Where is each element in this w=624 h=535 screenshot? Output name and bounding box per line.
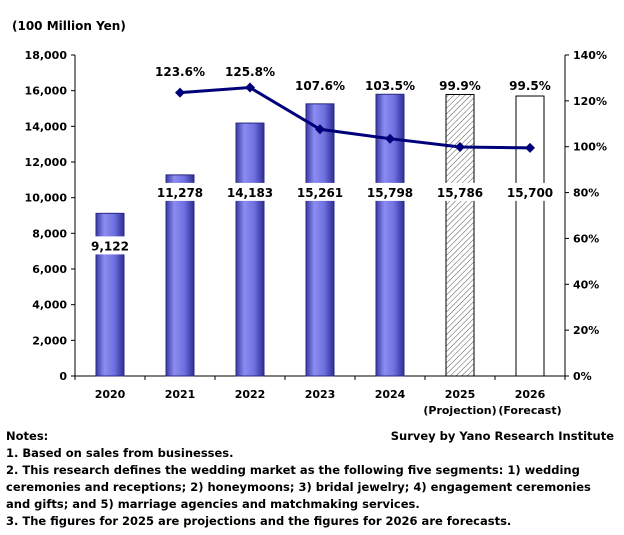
left-tick-label: 6,000	[32, 263, 67, 276]
bar-value-label: 15,786	[437, 186, 483, 200]
right-tick-label: 20%	[573, 324, 599, 337]
bar-value-label: 11,278	[157, 186, 203, 200]
bar-label-bg	[365, 182, 415, 201]
growth-value-label: 99.5%	[509, 79, 551, 93]
growth-value-label: 123.6%	[155, 65, 205, 79]
bar-2023	[305, 103, 335, 377]
bar-value-label: 15,261	[297, 186, 343, 200]
bar-2022	[235, 122, 265, 377]
growth-point-2025	[455, 141, 465, 152]
bar-label-bg	[89, 236, 131, 255]
bar-value-label: 15,700	[507, 186, 553, 200]
growth-value-label: 103.5%	[365, 79, 415, 93]
growth-value-label: 125.8%	[225, 65, 275, 79]
left-tick-label: 8,000	[32, 227, 67, 240]
wedding-market-chart: (100 Million Yen) 0 2,000 4,000 6,000 8,000 1…	[12, 19, 607, 417]
bar-label-bg	[155, 182, 205, 201]
x-tick-label: 2020	[95, 388, 126, 401]
left-tick-label: 0	[59, 370, 67, 383]
right-tick-label: 140%	[573, 49, 607, 62]
right-tick-label: 60%	[573, 232, 599, 245]
growth-point-2021	[175, 87, 185, 98]
bar-2026	[515, 95, 545, 377]
growth-value-label: 99.9%	[439, 79, 481, 93]
left-tick-label: 18,000	[25, 49, 68, 62]
notes: Notes: Survey by Yano Research Institute…	[6, 428, 618, 530]
left-tick-label: 16,000	[25, 85, 68, 98]
note-item: 3. The figures for 2025 are projections …	[6, 514, 512, 528]
right-tick-label: 100%	[573, 141, 607, 154]
left-tick-label: 12,000	[25, 156, 68, 169]
note-item: 1. Based on sales from businesses.	[6, 446, 234, 460]
bar-label-bg	[505, 182, 555, 201]
growth-point-2026	[525, 142, 535, 153]
bar-label-bg	[435, 182, 485, 201]
bar-label-bg	[295, 182, 345, 201]
bar-value-label: 15,798	[367, 186, 413, 200]
right-tick-label: 80%	[573, 187, 599, 200]
right-tick-label: 120%	[573, 95, 607, 108]
bar-value-label: 9,122	[91, 239, 129, 253]
right-tick-label: 0%	[573, 370, 592, 383]
unit-label: (100 Million Yen)	[12, 19, 126, 33]
source-credit: Survey by Yano Research Institute	[390, 429, 614, 443]
x-tick-label: 2026	[515, 388, 546, 401]
right-tick-label: 40%	[573, 278, 599, 291]
growth-value-label: 107.6%	[295, 79, 345, 93]
bar-2021	[165, 174, 195, 377]
growth-line-path	[179, 86, 531, 150]
axes: 0 2,000 4,000 6,000 8,000 10,000 12,000 14,000 1…	[25, 49, 607, 383]
x-sublabel: (Projection)	[423, 404, 496, 417]
x-tick-label: 2024	[375, 388, 406, 401]
left-tick-label: 10,000	[25, 192, 68, 205]
growth-point-2022	[245, 82, 255, 93]
note-item: 2. This research defines the wedding mar…	[6, 463, 591, 511]
bar-label-bg	[225, 182, 275, 201]
x-tick-label: 2022	[235, 388, 266, 401]
bar-value-label: 14,183	[227, 186, 273, 200]
left-tick-label: 14,000	[25, 120, 68, 133]
left-tick-label: 2,000	[32, 334, 67, 347]
x-tick-label: 2025	[445, 388, 476, 401]
bar-labels: 9,122 11,278 14,183 15,261 15,798 15,786 15,70…	[89, 182, 555, 255]
growth-point-2023	[315, 124, 325, 135]
growth-point-2024	[385, 133, 395, 144]
bars	[95, 93, 545, 377]
x-labels: 2020 2021 2022 2023 2024 2025 (Projection) 2026…	[95, 388, 562, 417]
x-tick-label: 2023	[305, 388, 336, 401]
x-tick-label: 2021	[165, 388, 196, 401]
notes-heading: Notes:	[6, 429, 49, 443]
left-tick-label: 4,000	[32, 299, 67, 312]
bar-2025	[445, 93, 475, 377]
x-sublabel: (Forecast)	[498, 404, 561, 417]
growth-line: 123.6% 125.8% 107.6% 103.5% 99.9% 99.5%	[155, 65, 551, 153]
